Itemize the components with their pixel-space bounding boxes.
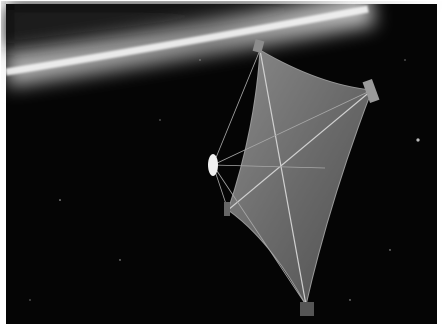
booms [227,49,373,306]
rigging [212,49,373,306]
stars [29,59,420,301]
spacecraft-body [208,154,218,176]
planet-limb-glow [3,0,437,87]
solar-sail [208,39,380,316]
